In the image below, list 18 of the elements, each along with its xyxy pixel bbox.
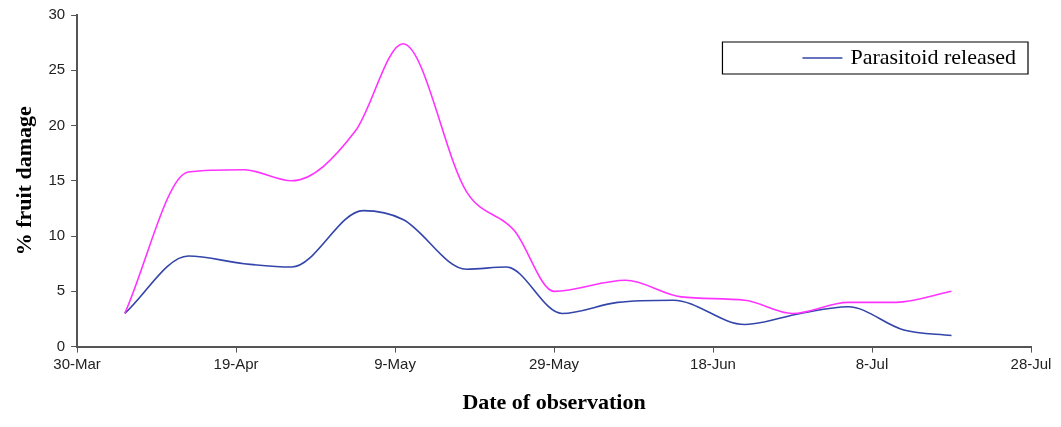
x-axis-title: Date of observation — [462, 389, 646, 415]
x-tick-label: 28-Jul — [1010, 354, 1052, 372]
legend-label: Parasitoid released — [850, 43, 1017, 69]
y-tick-label: 30 — [48, 5, 66, 23]
x-tick-label: 18-Jun — [690, 354, 736, 372]
x-tick-label: 30-Mar — [53, 354, 101, 372]
y-tick-label: 5 — [56, 281, 66, 299]
x-tick-label: 29-May — [529, 354, 580, 372]
y-tick-label: 20 — [48, 115, 66, 133]
x-tick-label: 8-Jul — [855, 354, 889, 372]
x-tick-label: 9-May — [374, 354, 417, 372]
y-axis-title: % fruit damage — [10, 106, 36, 256]
y-tick-label: 25 — [48, 60, 66, 78]
y-tick-label: 10 — [48, 226, 66, 244]
x-tick-label: 19-Apr — [213, 354, 259, 372]
y-tick-label: 0 — [56, 336, 66, 354]
y-tick-label: 15 — [48, 170, 66, 188]
line-series — [123, 209, 953, 337]
